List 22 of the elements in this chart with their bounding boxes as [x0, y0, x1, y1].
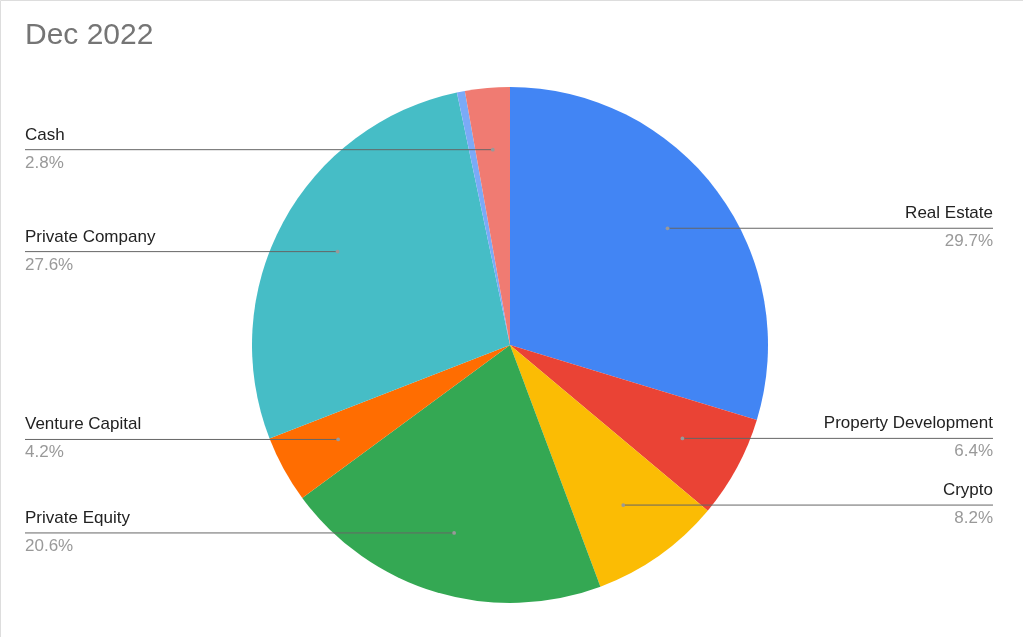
data-label: 8.2%: [954, 508, 993, 528]
pie-slice: [510, 345, 708, 587]
pie-slice: [510, 345, 757, 511]
slice-label: Private Equity: [25, 507, 131, 527]
slice-label: Venture Capital: [25, 414, 142, 434]
slice-label: Cash: [25, 124, 65, 144]
pie-slice: [302, 345, 601, 603]
chart-title: Dec 2022: [25, 17, 154, 50]
pie-slice: [510, 87, 768, 421]
data-label: 20.6%: [25, 535, 74, 555]
slice-label: Private Company: [25, 226, 156, 246]
pie-slice: [252, 92, 510, 439]
data-label: 2.8%: [25, 152, 64, 172]
pie-slice: [269, 345, 510, 498]
slice-label: Real Estate: [905, 203, 993, 223]
data-label: 6.4%: [954, 441, 993, 461]
data-label: 27.6%: [25, 254, 74, 274]
pie-slice: [464, 87, 510, 345]
data-label: 29.7%: [944, 231, 993, 251]
data-label: 4.2%: [25, 442, 64, 462]
slice-label: Property Development: [823, 413, 994, 433]
slice-label: Crypto: [942, 480, 993, 500]
